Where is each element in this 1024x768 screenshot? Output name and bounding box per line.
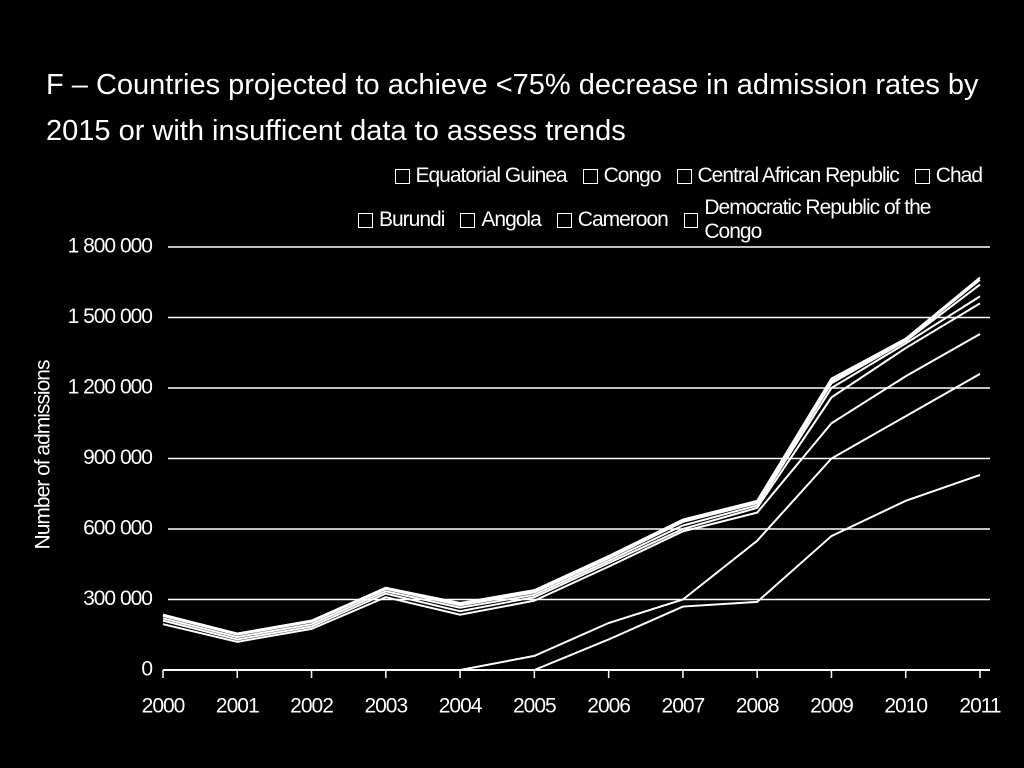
legend-swatch [914, 168, 930, 184]
x-tick-label: 2010 [884, 695, 927, 718]
series-line [162, 276, 981, 635]
chart-title: F – Countries projected to achieve <75% … [46, 69, 979, 147]
legend-swatch [683, 212, 699, 228]
legend-item: Chad [914, 164, 983, 188]
legend-item: Cameroon [556, 196, 669, 244]
x-tick-label: 2007 [662, 695, 705, 718]
legend-swatch [676, 168, 692, 184]
series-line [459, 373, 981, 671]
legend-label: Democratic Republic of the Congo [704, 196, 931, 243]
legend-label: Congo [603, 164, 662, 187]
y-tick-label: 1 800 000 [68, 235, 153, 258]
x-tick-label: 2003 [364, 695, 407, 718]
legend-swatch [582, 168, 598, 184]
x-tick-label: 2011 [959, 695, 1000, 718]
y-tick-label: 600 000 [83, 517, 152, 540]
y-tick-label: 300 000 [83, 587, 152, 610]
legend-label: Equatorial Guinea [415, 164, 568, 187]
legend-label: Chad [935, 164, 983, 187]
x-tick-label: 2005 [513, 695, 556, 718]
legend-item: Central African Republic [676, 164, 900, 188]
y-tick-label: 0 [141, 658, 152, 681]
x-tick-label: 2006 [587, 695, 630, 718]
series-line [162, 283, 981, 636]
legend-label: Central African Republic [697, 164, 900, 187]
legend-label: Cameroon [577, 208, 669, 231]
legend-item: Equatorial Guinea [394, 164, 568, 188]
x-tick-label: 2008 [736, 695, 779, 718]
y-tick-label: 1 500 000 [68, 305, 153, 328]
legend: Equatorial Guinea Congo Central African Re… [342, 164, 983, 252]
legend-swatch [460, 212, 476, 228]
series-line [162, 295, 981, 639]
legend-swatch [358, 212, 373, 228]
y-tick-label: 1 200 000 [68, 376, 153, 399]
series-line [533, 474, 981, 671]
legend-row: Burundi Angola Cameroon Democratic Republic… [342, 196, 982, 244]
x-tick-label: 2009 [810, 695, 853, 718]
x-tick-label: 2004 [439, 695, 483, 718]
legend-item: Angola [460, 196, 542, 244]
x-tick-label: 2000 [142, 695, 185, 718]
y-axis-label: Number of admissions [32, 360, 55, 549]
legend-swatch [556, 212, 572, 228]
legend-item: Burundi [358, 196, 445, 244]
series-line [162, 302, 981, 641]
x-tick-label: 2001 [216, 695, 259, 718]
legend-row: Equatorial Guinea Congo Central African Re… [342, 164, 983, 188]
legend-label: Angola [481, 208, 541, 231]
legend-label: Burundi [379, 208, 445, 231]
x-tick-label: 2002 [290, 695, 333, 718]
series-line [162, 333, 981, 643]
legend-item: Democratic Republic of the Congo [683, 196, 982, 244]
legend-item: Congo [582, 164, 662, 188]
legend-swatch [394, 168, 410, 184]
y-tick-label: 900 000 [83, 446, 152, 469]
